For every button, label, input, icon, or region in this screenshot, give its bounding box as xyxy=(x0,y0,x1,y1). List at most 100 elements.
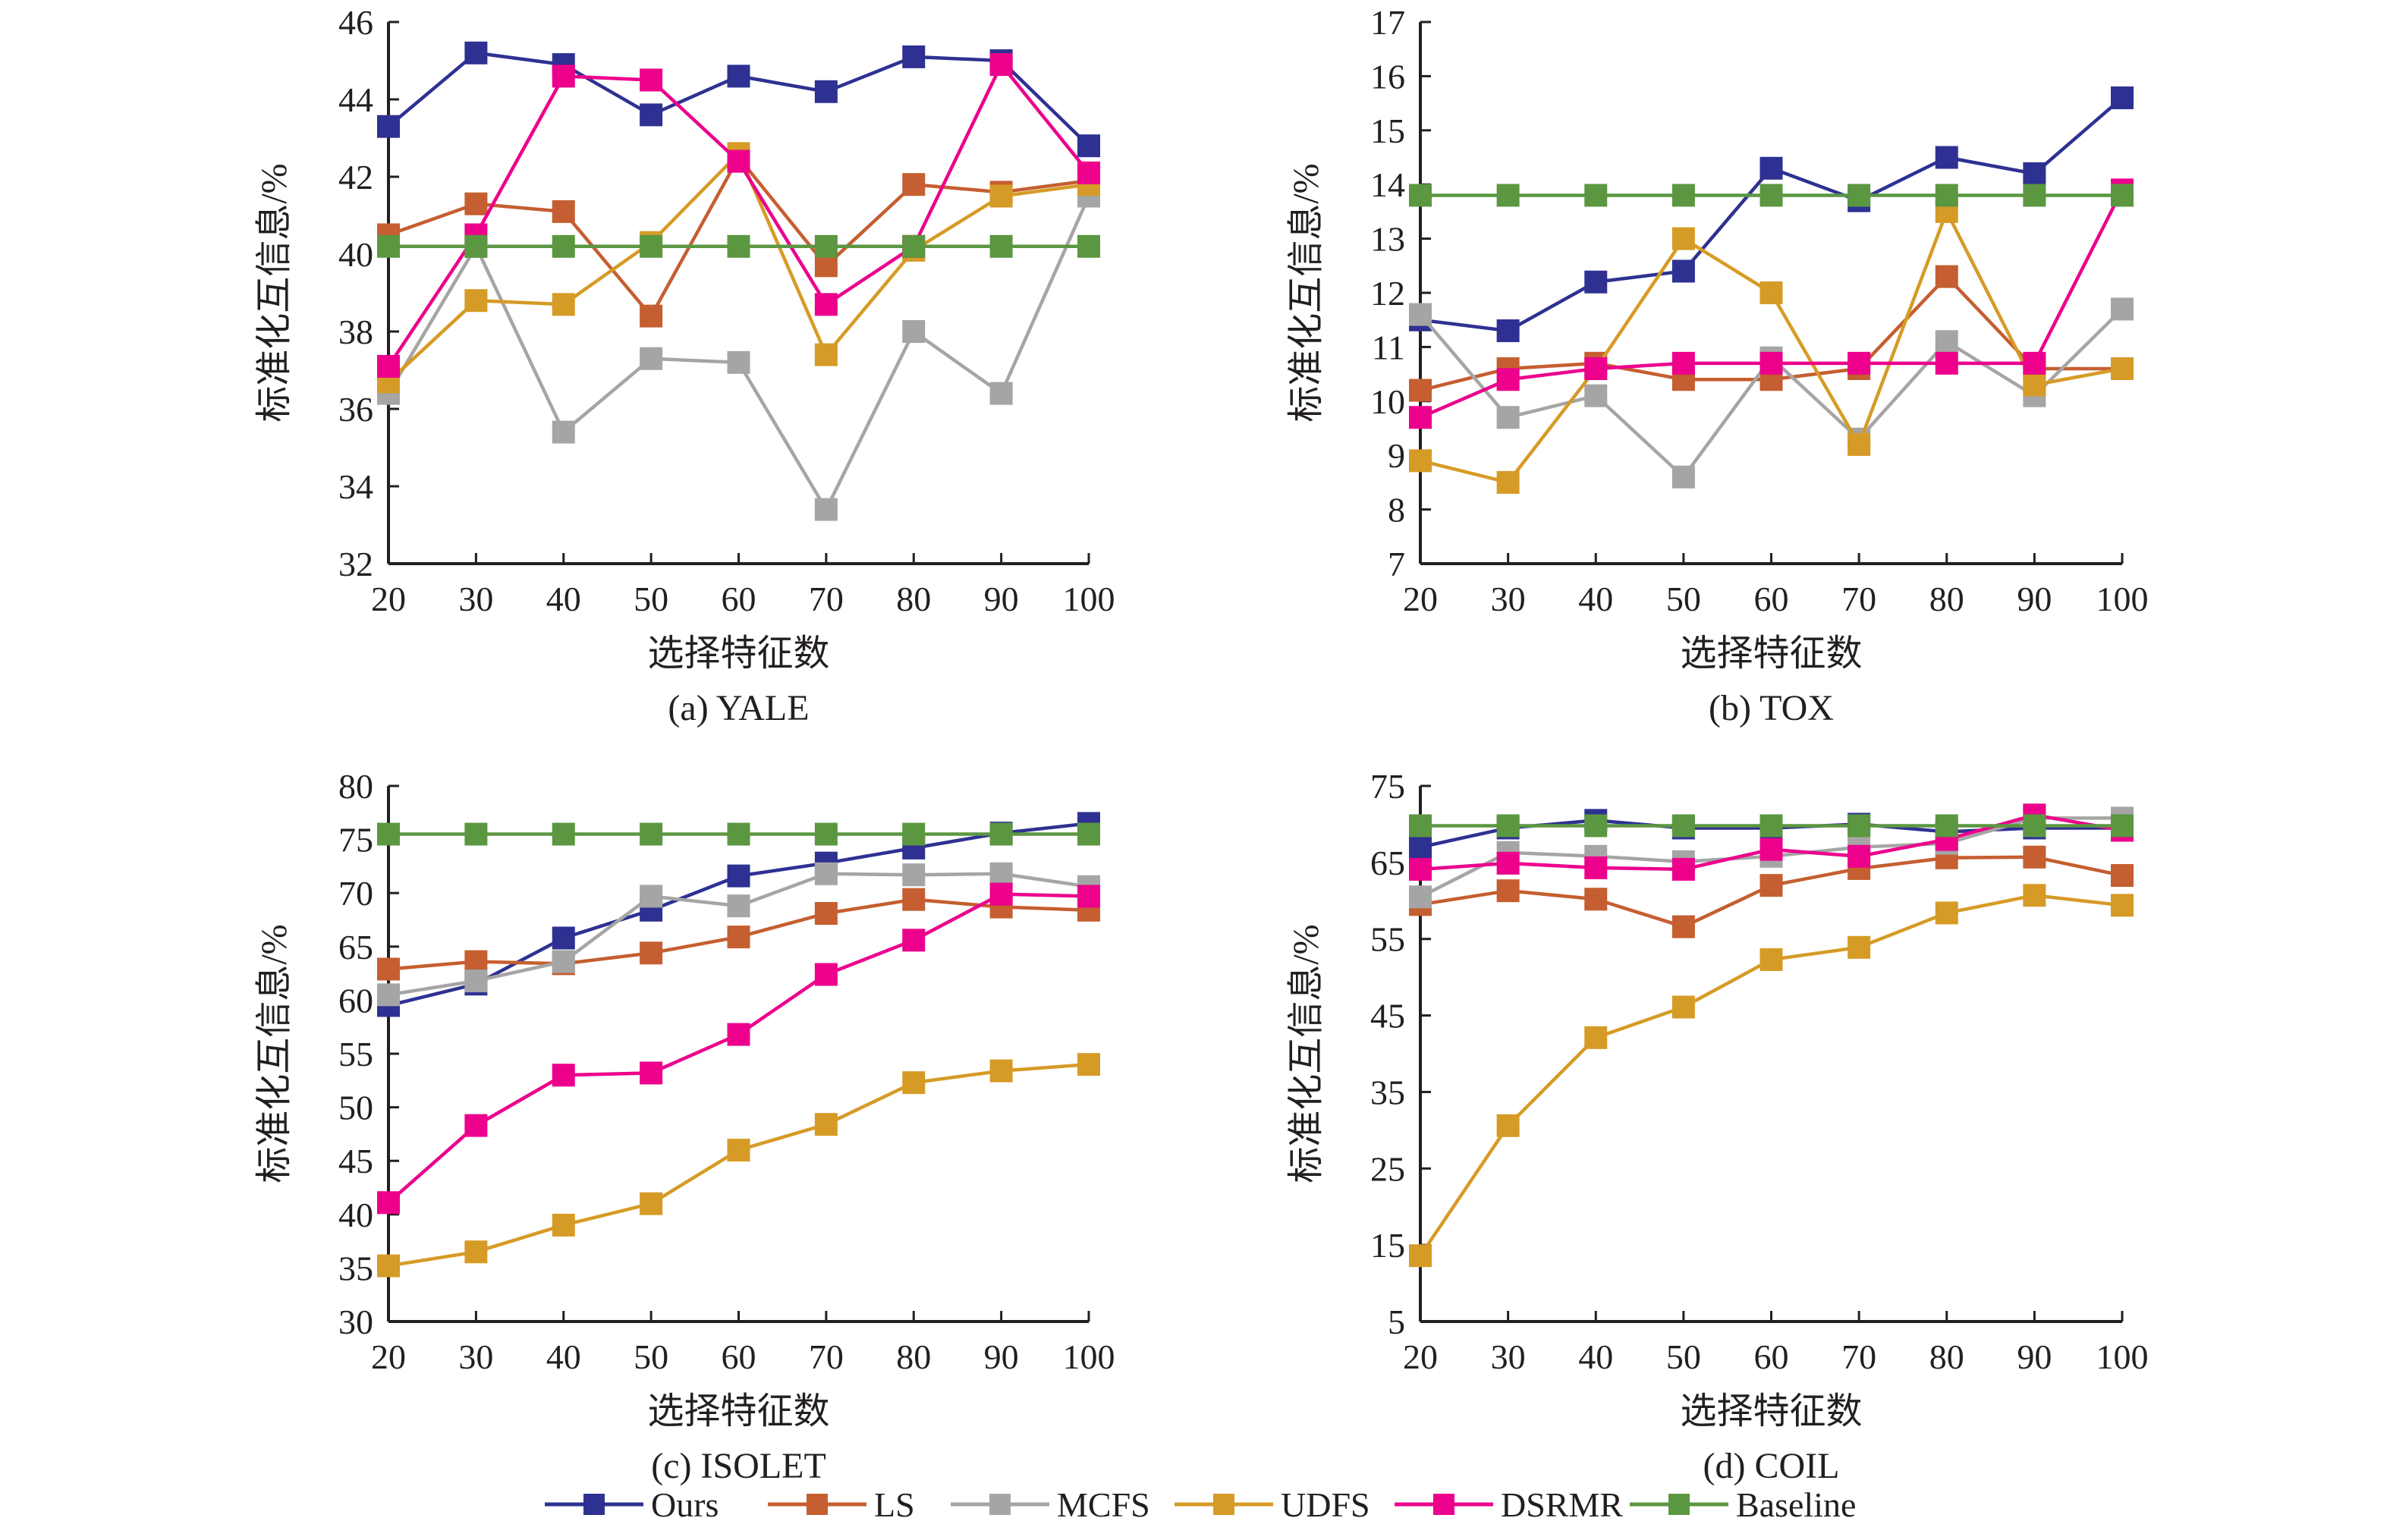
panel-caption: (b) TOX xyxy=(1709,688,1834,728)
y-tick-label: 75 xyxy=(1370,767,1405,806)
data-point-mcfs xyxy=(2111,297,2134,321)
y-tick-label: 15 xyxy=(1370,112,1405,150)
data-point-ls xyxy=(902,888,926,911)
data-point-baseline xyxy=(1077,822,1100,846)
data-point-ls xyxy=(2023,845,2046,869)
series-mcfs xyxy=(377,184,1100,521)
data-point-ls xyxy=(1496,879,1520,903)
data-point-mcfs xyxy=(989,382,1013,405)
legend-entry-mcfs: MCFS xyxy=(951,1485,1150,1524)
x-tick-label: 20 xyxy=(1403,1337,1438,1376)
x-tick-label: 70 xyxy=(809,580,844,618)
legend-label: LS xyxy=(874,1485,915,1524)
data-point-dsrmr xyxy=(1584,856,1608,879)
x-axis-title: 选择特征数 xyxy=(647,633,829,674)
data-point-baseline xyxy=(902,234,926,258)
data-point-ours xyxy=(727,864,750,888)
data-point-dsrmr xyxy=(989,882,1013,906)
data-point-ls xyxy=(1759,874,1783,897)
series-ls xyxy=(377,888,1100,981)
series-line-udfs xyxy=(387,152,1090,383)
data-point-dsrmr xyxy=(640,1061,663,1085)
y-tick-label: 25 xyxy=(1370,1149,1405,1188)
y-axis-title: 标准化互信息/% xyxy=(254,924,294,1183)
data-point-baseline xyxy=(2023,814,2046,838)
data-point-mcfs xyxy=(1409,303,1432,326)
data-point-baseline xyxy=(1848,184,1871,207)
y-tick-label: 35 xyxy=(338,1249,373,1287)
x-tick-label: 80 xyxy=(1929,580,1964,618)
data-point-baseline xyxy=(552,822,575,846)
data-point-udfs xyxy=(727,1139,750,1162)
x-tick-label: 80 xyxy=(1929,1337,1964,1376)
x-tick-label: 100 xyxy=(2096,580,2149,618)
y-tick-label: 12 xyxy=(1370,274,1405,313)
data-point-dsrmr xyxy=(1759,838,1783,861)
data-point-dsrmr xyxy=(1409,857,1432,881)
legend-label: UDFS xyxy=(1281,1485,1370,1524)
data-point-udfs xyxy=(989,184,1013,208)
data-point-udfs xyxy=(552,293,575,316)
data-point-ls xyxy=(814,902,838,926)
data-point-ls xyxy=(902,173,926,196)
x-tick-label: 20 xyxy=(371,1337,406,1376)
legend-entry-ours: Ours xyxy=(545,1485,719,1524)
legend-label: MCFS xyxy=(1057,1485,1150,1524)
y-tick-label: 8 xyxy=(1388,491,1405,530)
data-point-baseline xyxy=(902,822,926,846)
y-tick-label: 60 xyxy=(338,981,373,1020)
data-point-baseline xyxy=(2023,184,2046,207)
x-tick-label: 30 xyxy=(458,580,493,618)
chart-panel-1: 32 34 36 38 40 42 44 46 20 30 40 50 60 70 80 90 100 选择特征数… xyxy=(254,3,1115,728)
data-point-ls xyxy=(1584,888,1608,911)
data-point-udfs xyxy=(902,1071,926,1095)
data-point-mcfs xyxy=(464,969,488,992)
chart-panel-2: 7 8 9 10 11 12 13 14 15 16 17 20 30 40 50 60 70 80 90 100 选择… xyxy=(1286,3,2149,728)
y-tick-label: 44 xyxy=(338,80,373,119)
series-dsrmr xyxy=(377,53,1100,378)
data-point-udfs xyxy=(1848,432,1871,456)
data-point-mcfs xyxy=(1935,330,1958,354)
y-tick-label: 50 xyxy=(338,1089,373,1127)
data-point-baseline xyxy=(1077,234,1100,258)
x-tick-label: 100 xyxy=(2096,1337,2149,1376)
data-point-ours xyxy=(2023,162,2046,185)
data-point-mcfs xyxy=(902,320,926,343)
data-point-udfs xyxy=(640,1192,663,1215)
data-point-ls xyxy=(464,950,488,973)
y-tick-label: 70 xyxy=(338,874,373,913)
legend-marker-swatch xyxy=(583,1494,605,1515)
x-tick-label: 80 xyxy=(896,1337,931,1376)
data-point-ours xyxy=(1759,156,1783,180)
series-baseline xyxy=(1409,814,2134,838)
data-point-udfs xyxy=(1496,470,1520,494)
data-point-ls xyxy=(2111,864,2134,888)
data-point-ls xyxy=(1409,379,1432,402)
y-tick-label: 40 xyxy=(338,235,373,274)
series-udfs xyxy=(377,1053,1100,1278)
x-tick-label: 20 xyxy=(1403,580,1438,618)
data-point-mcfs xyxy=(1409,885,1432,909)
data-point-udfs xyxy=(2111,894,2134,917)
data-point-udfs xyxy=(464,289,488,313)
x-tick-label: 60 xyxy=(1754,580,1789,618)
data-point-mcfs xyxy=(377,983,400,1007)
legend-marker-swatch xyxy=(989,1494,1011,1515)
data-point-mcfs xyxy=(989,862,1013,885)
x-tick-label: 30 xyxy=(1491,580,1526,618)
data-point-dsrmr xyxy=(1935,351,1958,375)
data-point-baseline xyxy=(1759,184,1783,207)
data-point-dsrmr xyxy=(1671,351,1695,375)
data-point-baseline xyxy=(2111,184,2134,207)
data-point-udfs xyxy=(989,1059,1013,1083)
data-point-baseline xyxy=(464,822,488,846)
y-tick-label: 15 xyxy=(1370,1226,1405,1265)
x-axis-title: 选择特征数 xyxy=(1680,633,1862,674)
data-point-mcfs xyxy=(552,420,575,444)
data-point-mcfs xyxy=(552,950,575,973)
data-point-dsrmr xyxy=(1077,885,1100,908)
x-tick-label: 50 xyxy=(1666,1337,1701,1376)
data-point-mcfs xyxy=(727,350,750,374)
data-point-baseline xyxy=(727,822,750,846)
